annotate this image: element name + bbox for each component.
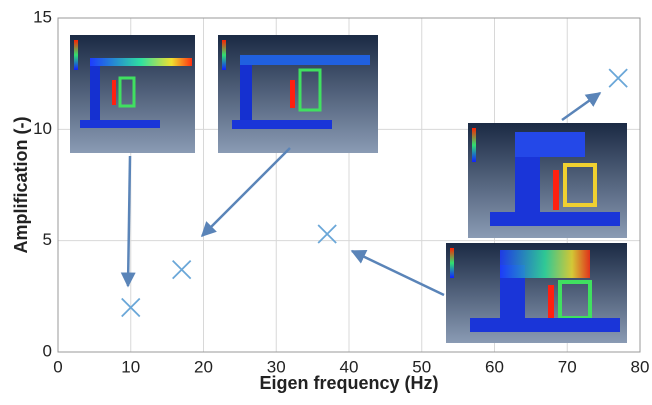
inset-mode-1	[70, 35, 195, 153]
y-axis-label: Amplification (-)	[11, 117, 31, 254]
x-tick-label: 0	[53, 357, 62, 376]
inset-mode-3	[468, 123, 627, 238]
chart: 01020304050607080051015 Eigen frequency …	[0, 0, 652, 400]
x-tick-label: 70	[558, 357, 577, 376]
x-tick-label: 10	[121, 357, 140, 376]
x-tick-label: 80	[631, 357, 650, 376]
x-axis-label: Eigen frequency (Hz)	[259, 373, 438, 393]
y-tick-label: 0	[43, 341, 52, 360]
y-tick-label: 10	[33, 119, 52, 138]
y-tick-label: 15	[33, 7, 52, 26]
marker	[173, 261, 191, 279]
inset-mode-4	[446, 243, 627, 343]
y-tick-label: 5	[43, 230, 52, 249]
x-tick-label: 20	[194, 357, 213, 376]
x-tick-label: 60	[485, 357, 504, 376]
inset-mode-2	[218, 35, 378, 153]
marker	[609, 69, 627, 87]
